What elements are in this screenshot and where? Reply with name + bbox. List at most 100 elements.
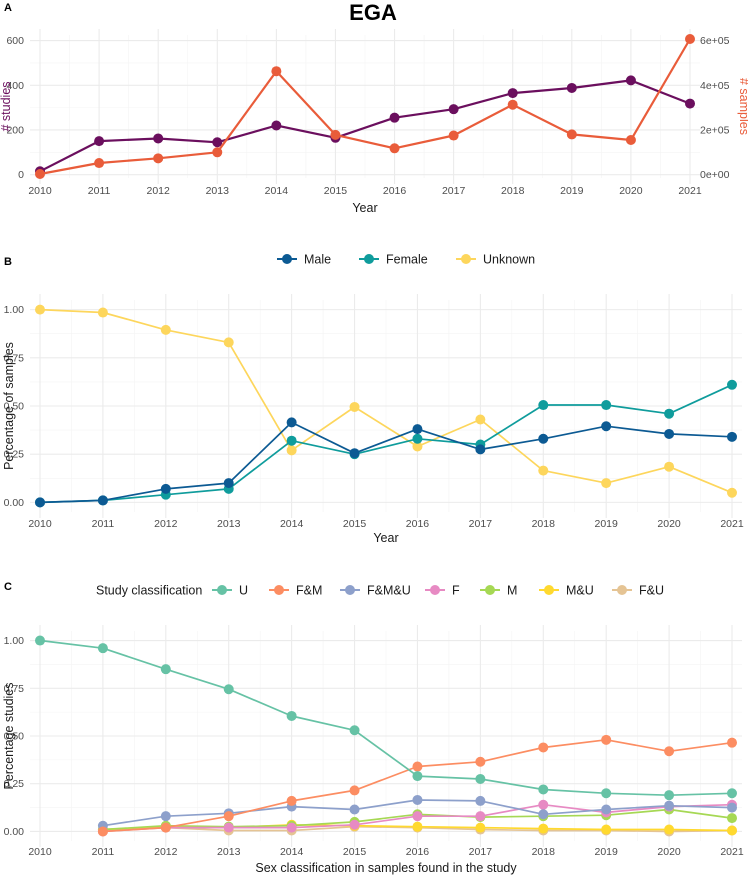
legend-title: Study classification (96, 584, 202, 598)
legend-item: F&U (612, 584, 664, 598)
data-point (475, 773, 486, 784)
data-point (412, 433, 423, 444)
data-point (538, 433, 549, 444)
data-point (223, 811, 234, 822)
x-tick-label: 2014 (265, 185, 289, 197)
data-point (286, 417, 297, 428)
data-point (223, 337, 234, 348)
series-0 (35, 75, 695, 177)
legend-key-point (364, 254, 374, 264)
data-point (507, 88, 518, 99)
x-tick-label: 2017 (469, 846, 493, 858)
data-point (664, 428, 675, 439)
legend-key-point (430, 585, 440, 595)
data-point (727, 379, 737, 390)
data-point (727, 813, 737, 824)
x-tick-label: 2019 (595, 518, 619, 530)
x-axis-title: Year (373, 531, 398, 545)
x-tick-label: 2010 (28, 518, 52, 530)
series-u (35, 635, 737, 801)
data-point (475, 756, 486, 767)
data-point (538, 400, 549, 411)
x-tick-label: 2021 (720, 518, 744, 530)
legend-label: F&U (639, 584, 664, 598)
data-point (35, 304, 45, 315)
data-point (223, 478, 234, 489)
x-tick-label: 2019 (560, 185, 584, 197)
panel-letter: A (4, 2, 12, 14)
data-point (685, 98, 695, 109)
legend-label: Female (386, 253, 428, 267)
data-point (212, 137, 223, 148)
data-point (538, 799, 549, 810)
series-line (39, 79, 691, 173)
legend-key-point (544, 585, 554, 595)
chart-title: EGA (349, 0, 397, 25)
data-point (412, 821, 423, 832)
data-point (271, 66, 282, 77)
x-tick-label: 2013 (217, 846, 241, 858)
data-point (412, 811, 423, 822)
data-point (538, 823, 549, 834)
data-point (412, 424, 423, 435)
series-line (39, 384, 733, 504)
x-tick-label: 2020 (657, 846, 681, 858)
data-point (475, 444, 486, 455)
x-tick-label: 2011 (88, 185, 111, 197)
data-point (664, 461, 675, 472)
data-point (160, 664, 171, 675)
data-point (153, 133, 164, 144)
series-unknown (35, 304, 737, 498)
legend-label: M (507, 584, 517, 598)
x-tick-label: 2011 (92, 846, 115, 858)
legend-item: M&U (539, 584, 594, 598)
x-tick-label: 2015 (343, 846, 367, 858)
data-point (389, 143, 400, 154)
data-point (412, 771, 423, 782)
data-point (727, 737, 737, 748)
x-axis-title: Year (352, 201, 377, 215)
data-point (601, 478, 612, 489)
data-point (349, 785, 360, 796)
data-point (412, 761, 423, 772)
legend-item: Male (277, 253, 331, 267)
data-point (566, 82, 577, 93)
x-tick-label: 2015 (343, 518, 367, 530)
data-point (286, 710, 297, 721)
legend: Male Female Unknown (277, 253, 535, 267)
legend-key-point (217, 585, 227, 595)
series-f-m-u (97, 794, 737, 831)
data-point (94, 136, 105, 147)
x-axis-title: Sex classification in samples found in t… (255, 861, 517, 875)
y-right-tick-label: 2e+05 (700, 124, 730, 136)
data-point (160, 324, 171, 335)
data-point (412, 794, 423, 805)
data-point (223, 822, 234, 833)
y-tick-label: 0 (18, 169, 24, 181)
y-tick-label: 0.25 (4, 778, 25, 790)
series-line (39, 421, 733, 504)
x-tick-label: 2017 (442, 185, 466, 197)
data-point (160, 822, 171, 833)
data-point (475, 822, 486, 833)
x-tick-label: 2017 (469, 518, 493, 530)
data-point (601, 400, 612, 411)
x-tick-label: 2021 (720, 846, 744, 858)
data-point (160, 483, 171, 494)
y-tick-label: 0.00 (4, 826, 25, 838)
data-point (94, 158, 105, 169)
y-axis-title: # studies (0, 81, 13, 131)
data-point (35, 635, 45, 646)
y-tick-label: 0.75 (4, 352, 25, 364)
data-point (727, 802, 737, 813)
data-point (286, 822, 297, 833)
data-point (664, 790, 675, 801)
data-point (727, 487, 737, 498)
y-tick-label: 0.75 (4, 683, 25, 695)
data-point (97, 643, 108, 654)
data-point (664, 800, 675, 811)
y-tick-label: 0.50 (4, 731, 25, 743)
legend-label: M&U (566, 584, 594, 598)
series-f-m (97, 734, 737, 837)
